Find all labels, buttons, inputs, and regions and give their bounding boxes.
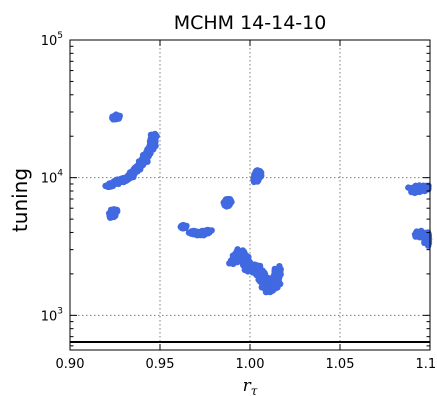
data-point <box>148 138 156 146</box>
data-point <box>252 175 259 183</box>
data-point <box>275 278 282 285</box>
data-point <box>109 113 116 120</box>
data-point <box>422 231 430 239</box>
x-tick-label: 0.90 <box>56 357 85 372</box>
data-point <box>230 256 237 264</box>
data-point <box>253 263 261 270</box>
chart-title: MCHM 14-14-10 <box>174 12 327 34</box>
axis-ticks: 0.90 0.95 1.00 1.05 1.10 103 104 105 <box>41 31 437 372</box>
data-point <box>130 167 138 175</box>
data-point <box>139 151 147 159</box>
x-tick-label: 1.10 <box>416 357 437 372</box>
data-point <box>136 162 143 170</box>
data-point <box>203 227 210 234</box>
y-tick-label: 104 <box>41 169 64 187</box>
data-point <box>150 133 157 140</box>
data-point <box>240 255 248 263</box>
x-axis-label-sub: τ <box>251 384 258 396</box>
data-point <box>265 285 272 292</box>
data-point <box>128 172 135 179</box>
data-point <box>188 230 195 237</box>
data-point <box>272 269 279 276</box>
data-point <box>234 251 241 258</box>
x-axis-label: rτ <box>243 376 258 396</box>
data-point <box>107 214 114 221</box>
x-tick-label: 1.00 <box>236 357 265 372</box>
data-point <box>411 189 418 197</box>
grid-lines <box>70 40 430 350</box>
data-point <box>180 224 188 231</box>
data-point <box>223 198 231 206</box>
x-tick-label: 0.95 <box>146 357 175 372</box>
y-tick-label: 105 <box>41 31 63 49</box>
x-tick-label: 1.05 <box>326 357 355 372</box>
data-point <box>121 176 128 183</box>
data-point <box>260 283 267 290</box>
data-point <box>417 185 425 193</box>
plot-frame <box>69 39 431 351</box>
data-point <box>254 167 261 174</box>
data-points <box>102 111 433 296</box>
data-point <box>421 239 428 247</box>
data-point <box>258 273 266 280</box>
data-point <box>261 278 268 285</box>
data-point <box>423 183 430 190</box>
data-point <box>414 231 422 238</box>
y-tick-label: 103 <box>41 306 63 324</box>
x-axis-label-main: r <box>243 376 252 396</box>
data-point <box>106 183 113 190</box>
y-axis-label: tuning <box>8 168 32 232</box>
